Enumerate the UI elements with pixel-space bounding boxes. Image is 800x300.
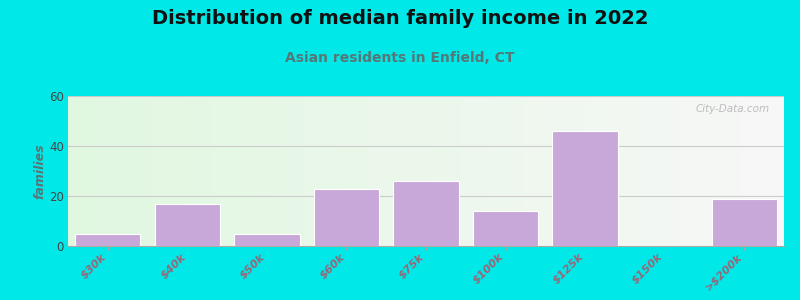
Bar xyxy=(394,181,458,246)
Text: Asian residents in Enfield, CT: Asian residents in Enfield, CT xyxy=(286,51,514,65)
Bar xyxy=(553,131,618,246)
Bar xyxy=(234,233,299,246)
Bar xyxy=(75,233,140,246)
Bar xyxy=(712,199,777,246)
Bar xyxy=(314,188,379,246)
Text: Distribution of median family income in 2022: Distribution of median family income in … xyxy=(152,9,648,28)
Bar xyxy=(473,211,538,246)
Text: City-Data.com: City-Data.com xyxy=(695,103,770,113)
Y-axis label: families: families xyxy=(33,143,46,199)
Bar xyxy=(154,203,220,246)
